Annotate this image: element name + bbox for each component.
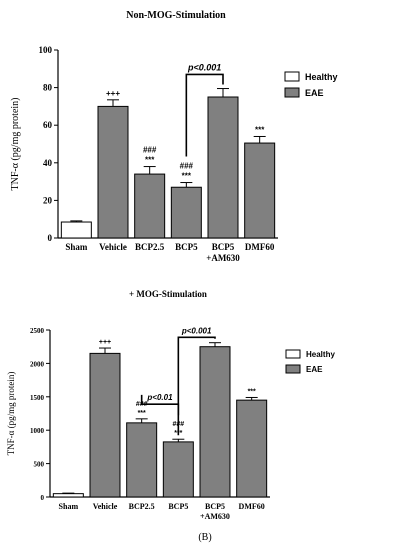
significance-label: ### [180,162,194,171]
bar [97,105,129,239]
category-label: BCP5 [205,502,225,511]
y-tick-label: 0 [41,494,45,502]
significance-label: ### [143,146,157,155]
y-tick-label: 100 [39,45,53,55]
bar [207,96,239,239]
legend-label: Healthy [305,72,338,82]
bar [134,173,166,239]
y-tick-label: 2500 [30,327,45,335]
category-label: DMF60 [245,242,275,252]
bar [162,441,194,498]
bar [89,352,121,498]
chart-mog-stimulation: + MOG-Stimulation 0 500 1000 1500 2000 2500 TNF… [6,289,335,521]
category-label: Vehicle [99,242,127,252]
bar [60,221,92,239]
p-value-label: p<0.001 [187,62,221,72]
significance-label: *** [248,388,256,395]
category-label: BCP5 [212,242,235,252]
category-label: BCP5 [175,242,198,252]
y-axis-label: TNF-α (pg/mg protein) [6,372,16,456]
category-label: +AM630 [206,253,240,263]
category-label: BCP2.5 [135,242,165,252]
significance-bracket [185,73,224,157]
bar [244,142,276,239]
category-label: Sham [65,242,88,252]
significance-label: *** [255,125,265,134]
p-value-label: p<0.01 [146,393,173,402]
figure-label: (B) [198,532,211,543]
y-tick-label: 1500 [30,394,45,402]
y-tick-label: 2000 [30,360,45,368]
significance-bracket [177,336,216,416]
chart-title: Non-MOG-Stimulation [126,10,226,21]
bar [170,186,202,239]
legend-label: EAE [306,365,323,374]
chart-title: + MOG-Stimulation [129,289,207,299]
legend-swatch [285,364,301,374]
legend-label: Healthy [306,350,335,359]
y-tick-label: 80 [43,83,53,93]
significance-label: +++ [106,89,120,98]
bar [236,399,268,498]
bar [199,346,231,498]
legend-label: EAE [305,88,324,98]
y-tick-label: 60 [43,120,53,130]
y-tick-label: 0 [48,233,53,243]
y-tick-label: 40 [43,158,53,168]
y-axis-label: TNF-α (pg/mg protein) [10,97,21,190]
bar [52,493,84,498]
category-label: +AM630 [200,512,230,521]
significance-label: +++ [99,339,111,346]
bar [126,422,158,498]
significance-label: *** [182,172,192,181]
category-label: DMF60 [239,502,265,511]
p-value-label: p<0.001 [181,326,212,335]
category-label: BCP2.5 [129,502,155,511]
category-label: Vehicle [93,502,118,511]
chart-non-mog-stimulation: Non-MOG-Stimulation 0 20 40 60 80 100 TNF-α (pg… [10,10,338,263]
legend-swatch [285,349,301,359]
category-label: BCP5 [168,502,188,511]
significance-label: *** [138,410,146,417]
significance-label: *** [145,156,155,165]
significance-bracket [140,394,180,436]
y-tick-label: 500 [34,461,45,469]
y-tick-label: 20 [43,195,53,205]
y-tick-label: 1000 [30,427,45,435]
legend-swatch [284,87,300,98]
legend-swatch [284,71,300,82]
category-label: Sham [59,502,79,511]
